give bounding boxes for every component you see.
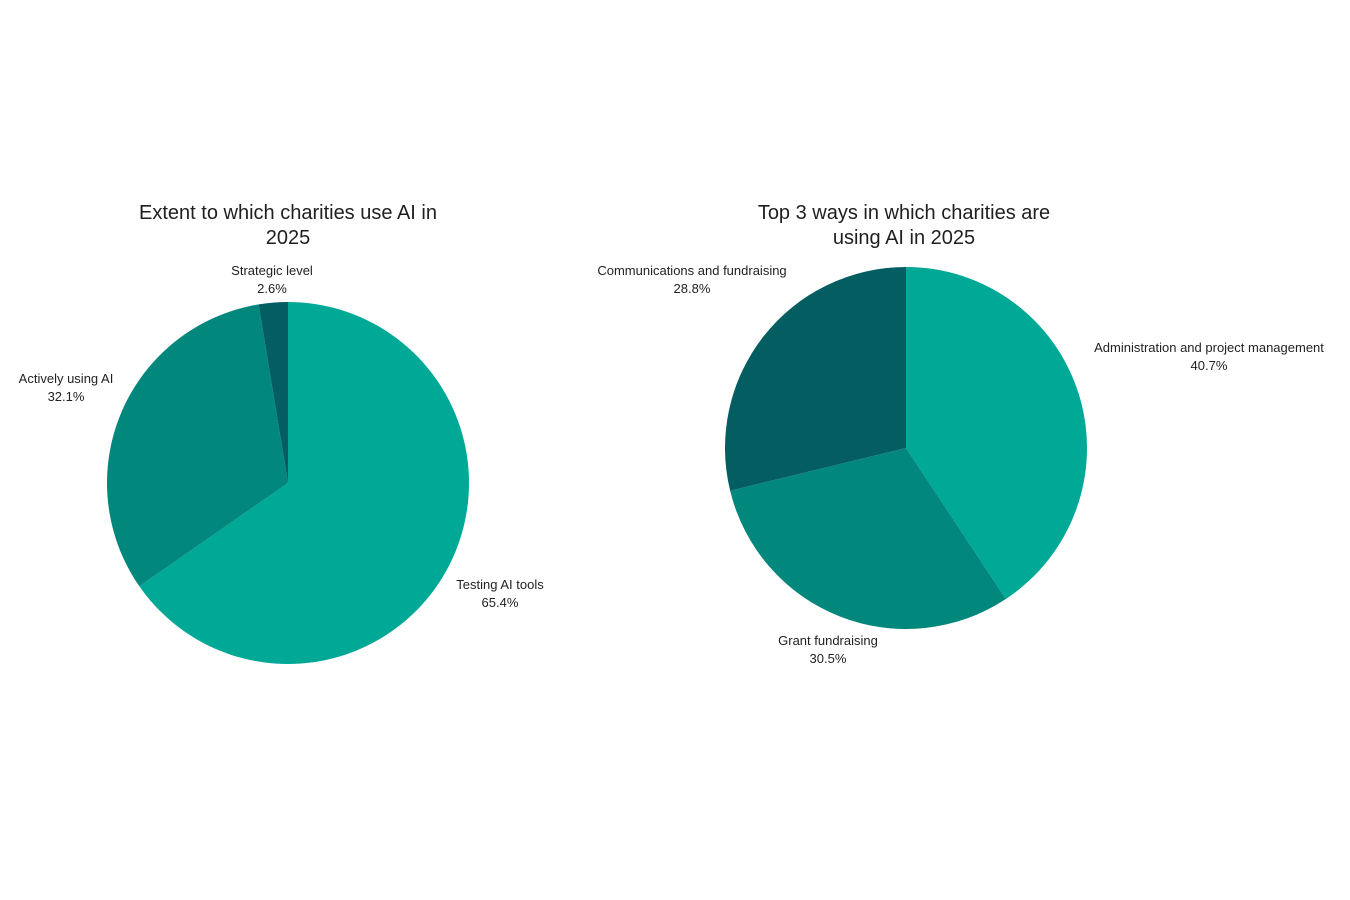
pie-slice-actively-using-ai	[106, 304, 289, 587]
chart1-label-testing-ai-tools: Testing AI tools 65.4%	[456, 577, 544, 610]
chart2-title-line1: Top 3 ways in which charities are	[757, 202, 1051, 224]
chart1-title: Extent to which charities use AI in 2025	[100, 201, 476, 251]
chart2-label-communications-and-fundraising: Communications and fundraising 28.8%	[597, 263, 787, 296]
pie-slice-strategic-level	[258, 302, 288, 483]
pie-slice-administration-and-project-management	[906, 267, 1088, 599]
chart1-title-line1: Extent to which charities use AI in	[139, 202, 437, 224]
chart1-title-line2: 2025	[265, 227, 311, 249]
pie-slice-grant-fundraising	[730, 448, 1006, 629]
chart1-label-strategic-level: Strategic level 2.6%	[231, 263, 313, 296]
chart1-label-actively-using-ai: Actively using AI 32.1%	[18, 371, 114, 404]
pie-chart-ai-usage-ways	[725, 267, 1088, 629]
chart2-label-administration-and-project-management: Administration and project management 40…	[1094, 340, 1324, 373]
chart2-title: Top 3 ways in which charities are using …	[716, 201, 1092, 251]
pie-slice-testing-ai-tools	[139, 302, 469, 665]
pie-slice-communications-and-fundraising	[725, 267, 906, 491]
chart2-label-grant-fundraising: Grant fundraising 30.5%	[778, 633, 878, 666]
pie-chart-ai-usage-extent	[106, 302, 469, 665]
chart2-title-line2: using AI in 2025	[832, 227, 976, 249]
